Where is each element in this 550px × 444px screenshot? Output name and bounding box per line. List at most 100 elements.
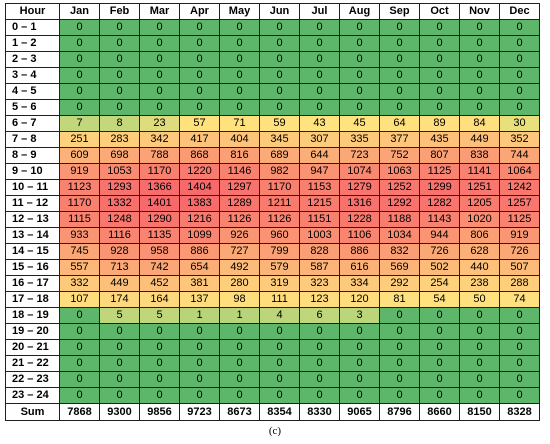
sum-cell: 8330 — [299, 403, 340, 421]
value-cell: 0 — [459, 323, 500, 340]
value-cell: 0 — [459, 355, 500, 372]
value-cell: 0 — [139, 51, 180, 68]
value-cell: 283 — [99, 131, 140, 148]
header-row: Hour Jan Feb Mar Apr May Jun Jul Aug Sep Oct Nov Dec — [5, 3, 540, 20]
value-cell: 0 — [299, 99, 340, 116]
table-row: 11 – 12 1170 1332 1401 1383 1289 1211 1215 1316 1… — [5, 195, 540, 212]
value-cell: 404 — [219, 131, 260, 148]
value-cell: 0 — [139, 339, 180, 356]
value-cell: 0 — [299, 83, 340, 100]
value-cell: 1115 — [59, 211, 100, 228]
value-cell: 0 — [379, 323, 420, 340]
value-cell: 0 — [379, 99, 420, 116]
hour-label: 21 – 22 — [5, 355, 60, 372]
table-row: 23 – 24 0 0 0 0 0 0 0 0 0 0 0 0 — [5, 387, 540, 404]
value-cell: 107 — [59, 291, 100, 308]
value-cell: 832 — [379, 243, 420, 260]
value-cell: 0 — [419, 307, 460, 324]
value-cell: 799 — [259, 243, 300, 260]
value-cell: 0 — [419, 35, 460, 52]
value-cell: 0 — [499, 307, 540, 324]
hour-label: 19 – 20 — [5, 323, 60, 340]
value-cell: 609 — [59, 147, 100, 164]
value-cell: 0 — [419, 387, 460, 404]
month-column-header: Sep — [379, 3, 420, 20]
value-cell: 381 — [179, 275, 220, 292]
value-cell: 1125 — [419, 163, 460, 180]
value-cell: 120 — [339, 291, 380, 308]
value-cell: 0 — [379, 51, 420, 68]
month-column-header: Jul — [299, 3, 340, 20]
value-cell: 1053 — [99, 163, 140, 180]
value-cell: 1146 — [219, 163, 260, 180]
value-cell: 0 — [99, 99, 140, 116]
value-cell: 1020 — [459, 211, 500, 228]
value-cell: 0 — [459, 19, 500, 36]
value-cell: 1126 — [259, 211, 300, 228]
value-cell: 0 — [499, 35, 540, 52]
value-cell: 0 — [299, 51, 340, 68]
value-cell: 452 — [139, 275, 180, 292]
value-cell: 0 — [59, 339, 100, 356]
value-cell: 0 — [419, 339, 460, 356]
value-cell: 0 — [99, 51, 140, 68]
sum-row: Sum 7868 9300 9856 9723 8673 8354 8330 9065 8796 8… — [5, 403, 540, 421]
value-cell: 0 — [179, 99, 220, 116]
value-cell: 1143 — [419, 211, 460, 228]
value-cell: 944 — [419, 227, 460, 244]
value-cell: 1252 — [379, 179, 420, 196]
value-cell: 0 — [499, 67, 540, 84]
sum-cell: 8796 — [379, 403, 420, 421]
value-cell: 0 — [59, 99, 100, 116]
hour-label: 20 – 21 — [5, 339, 60, 356]
value-cell: 0 — [99, 35, 140, 52]
value-cell: 958 — [139, 243, 180, 260]
value-cell: 0 — [179, 339, 220, 356]
value-cell: 886 — [179, 243, 220, 260]
value-cell: 644 — [299, 147, 340, 164]
hour-label: 18 – 19 — [5, 307, 60, 324]
value-cell: 587 — [299, 259, 340, 276]
value-cell: 569 — [379, 259, 420, 276]
value-cell: 557 — [59, 259, 100, 276]
value-cell: 0 — [59, 307, 100, 324]
value-cell: 0 — [139, 355, 180, 372]
value-cell: 0 — [419, 19, 460, 36]
table-row: 19 – 20 0 0 0 0 0 0 0 0 0 0 0 0 — [5, 323, 540, 340]
value-cell: 807 — [419, 147, 460, 164]
value-cell: 238 — [459, 275, 500, 292]
value-cell: 726 — [499, 243, 540, 260]
table-row: 18 – 19 0 5 5 1 1 4 6 3 0 0 0 0 — [5, 307, 540, 324]
value-cell: 788 — [139, 147, 180, 164]
value-cell: 0 — [259, 83, 300, 100]
sum-cell: 9723 — [179, 403, 220, 421]
value-cell: 435 — [419, 131, 460, 148]
value-cell: 0 — [179, 355, 220, 372]
month-column-header: Jun — [259, 3, 300, 20]
value-cell: 928 — [99, 243, 140, 260]
value-cell: 0 — [499, 371, 540, 388]
value-cell: 0 — [219, 387, 260, 404]
value-cell: 1064 — [499, 163, 540, 180]
value-cell: 492 — [219, 259, 260, 276]
value-cell: 288 — [499, 275, 540, 292]
value-cell: 0 — [459, 83, 500, 100]
value-cell: 1126 — [219, 211, 260, 228]
value-cell: 6 — [299, 307, 340, 324]
value-cell: 5 — [99, 307, 140, 324]
value-cell: 440 — [459, 259, 500, 276]
value-cell: 334 — [339, 275, 380, 292]
value-cell: 1211 — [259, 195, 300, 212]
value-cell: 3 — [339, 307, 380, 324]
value-cell: 0 — [259, 323, 300, 340]
hour-label: 4 – 5 — [5, 83, 60, 100]
hour-label: 14 – 15 — [5, 243, 60, 260]
value-cell: 0 — [459, 67, 500, 84]
hour-label: 1 – 2 — [5, 35, 60, 52]
table-row: 8 – 9 609 698 788 868 816 689 644 723 752 807 838 74… — [5, 147, 540, 164]
value-cell: 1404 — [179, 179, 220, 196]
value-cell: 1248 — [99, 211, 140, 228]
